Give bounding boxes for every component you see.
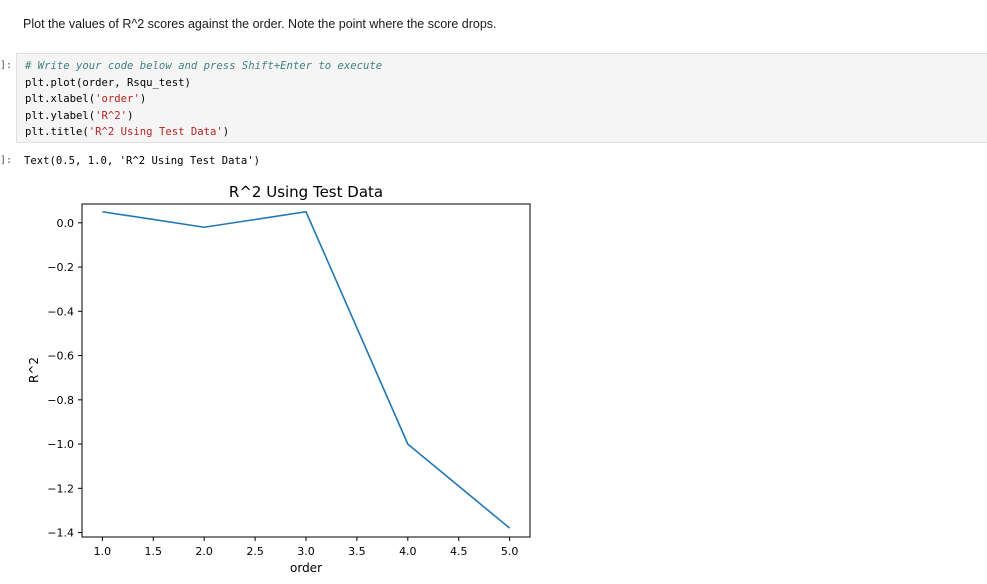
y-tick-label: 0.0 [57, 217, 75, 230]
y-tick-label: −0.4 [47, 305, 74, 318]
x-tick-label: 2.5 [246, 545, 264, 558]
code-editor[interactable]: # Write your code below and press Shift+… [25, 58, 382, 141]
x-tick-label: 3.0 [297, 545, 315, 558]
x-tick-label: 1.0 [94, 545, 112, 558]
x-tick-label: 1.5 [145, 545, 163, 558]
code-line-4: plt.title('R^2 Using Test Data') [25, 126, 230, 139]
x-tick-label: 5.0 [501, 545, 519, 558]
code-comment: # Write your code below and press Shift+… [25, 60, 383, 72]
series-group [102, 210, 511, 529]
x-tick-label: 2.0 [195, 545, 213, 558]
input-prompt: ]: [0, 60, 13, 71]
code-cell[interactable]: # Write your code below and press Shift+… [16, 53, 987, 143]
series-line [102, 210, 511, 529]
y-tick-label: −1.2 [47, 482, 74, 495]
y-tick-label: −0.2 [47, 261, 74, 274]
y-axis-label: R^2 [27, 357, 41, 383]
y-tick-label: −0.8 [47, 394, 74, 407]
instruction-text: Plot the values of R^2 scores against th… [23, 17, 497, 31]
code-line-3: plt.ylabel('R^2') [25, 109, 134, 122]
x-axis: 1.0 1.5 2.0 2.5 3.0 3.5 4.0 4.5 5.0 [94, 537, 519, 558]
output-prompt: ]: [0, 155, 13, 166]
y-axis: 0.0 −0.2 −0.4 −0.6 −0.8 −1.0 −1.2 −1.4 [47, 217, 82, 540]
y-tick-label: −1.4 [47, 527, 74, 540]
code-line-2: plt.xlabel('order') [25, 93, 147, 106]
y-tick-label: −1.0 [47, 438, 74, 451]
x-axis-label: order [290, 561, 322, 575]
chart-title: R^2 Using Test Data [229, 183, 383, 201]
y-tick-label: −0.6 [47, 350, 74, 363]
output-text: Text(0.5, 1.0, 'R^2 Using Test Data') [24, 155, 260, 167]
x-tick-label: 4.5 [450, 545, 468, 558]
x-tick-label: 4.0 [399, 545, 417, 558]
code-line-1: plt.plot(order, Rsqu_test) [25, 76, 191, 89]
plot-frame [81, 203, 531, 538]
x-tick-label: 3.5 [348, 545, 366, 558]
